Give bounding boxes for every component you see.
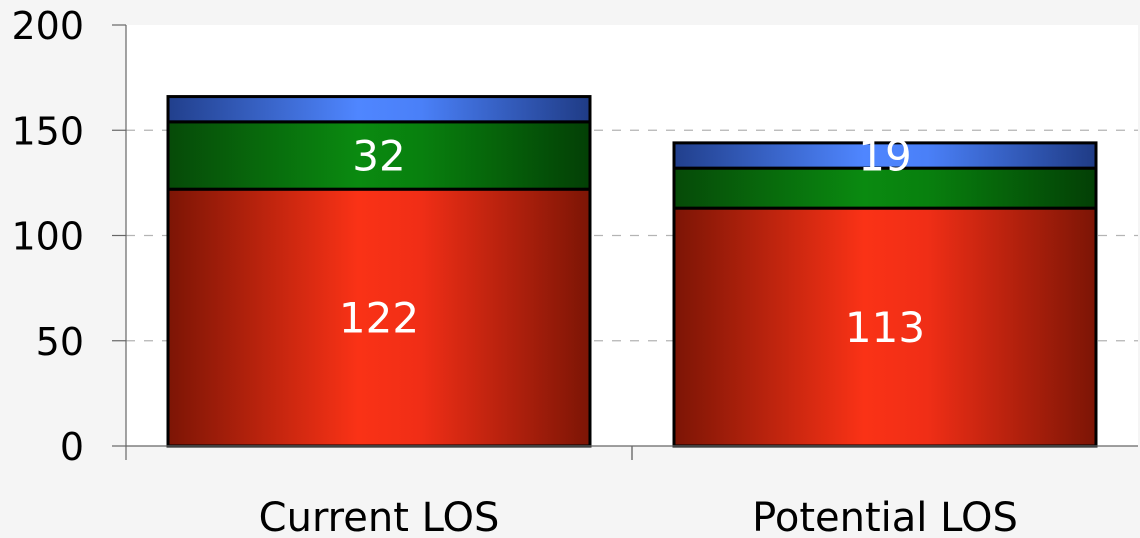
bar-value-label: 19 (858, 132, 911, 181)
y-tick-label: 100 (11, 215, 84, 259)
y-tick-label: 0 (60, 425, 84, 469)
bar-segment (166, 120, 592, 191)
y-tick-label: 200 (11, 4, 84, 48)
bars (166, 95, 1098, 448)
x-category-label: Current LOS (259, 495, 500, 538)
bar-value-label: 32 (352, 132, 405, 181)
y-tick-label: 50 (36, 320, 84, 364)
bar-segment (166, 95, 592, 124)
x-category-label: Potential LOS (752, 495, 1018, 538)
bar-segment (672, 141, 1098, 170)
bar-value-label: 113 (845, 303, 925, 352)
y-tick-label: 150 (11, 109, 84, 153)
bar-segment (166, 187, 592, 448)
bar-value-label: 122 (339, 294, 419, 343)
labels: 0 50 100 150 200 122 32 Current LOS 113 19 Potenti… (11, 4, 1017, 538)
axes (112, 24, 1138, 460)
